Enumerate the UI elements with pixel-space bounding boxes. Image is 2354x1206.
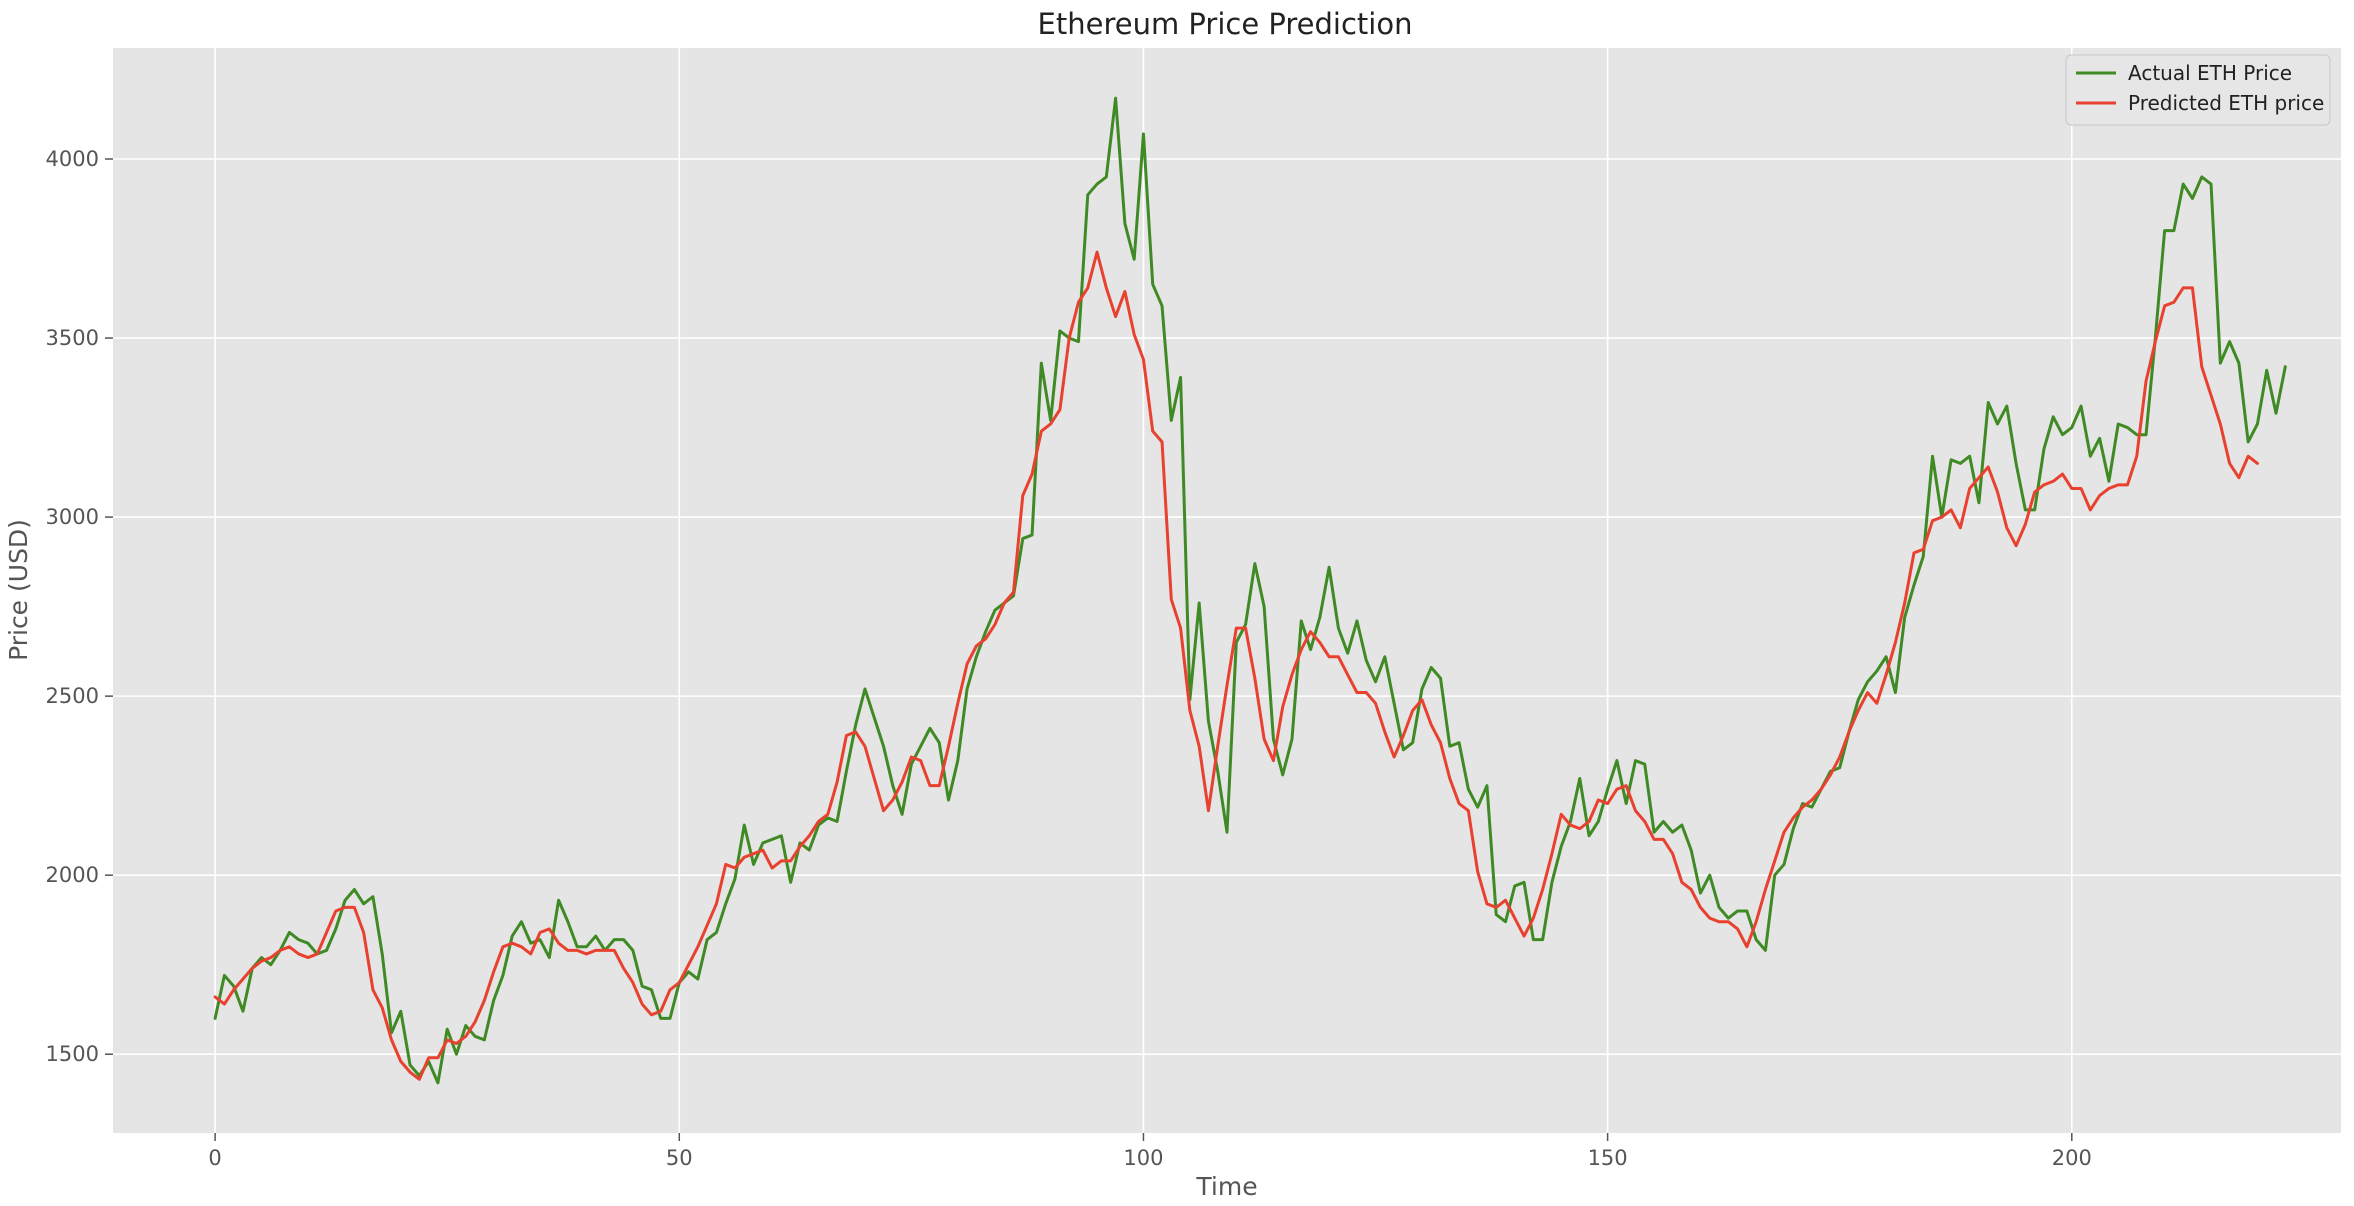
legend: Actual ETH Price Predicted ETH price	[2065, 54, 2331, 126]
y-tick-label: 3500	[46, 326, 99, 350]
x-tick-label: 100	[1123, 1146, 1163, 1170]
legend-label-actual: Actual ETH Price	[2128, 61, 2292, 85]
series-line-predicted	[213, 250, 2259, 1081]
y-tick-label: 4000	[46, 147, 99, 171]
x-tick-label: 200	[2052, 1146, 2092, 1170]
y-axis-label: Price (USD)	[4, 519, 33, 661]
y-tick-label: 2000	[46, 863, 99, 887]
x-axis-label: Time	[1195, 1172, 1257, 1201]
series-line-actual	[213, 96, 2287, 1085]
legend-box	[2065, 54, 2331, 126]
axis-ticks: 0 50 100 150 200 1500 2000 2500 3000 3500 4000	[46, 147, 2092, 1170]
grid-lines	[113, 48, 2341, 1133]
series-lines	[213, 96, 2287, 1085]
x-tick-label: 150	[1588, 1146, 1628, 1170]
y-tick-label: 1500	[46, 1042, 99, 1066]
y-tick-label: 2500	[46, 684, 99, 708]
plot-area	[113, 48, 2341, 1133]
x-tick-label: 0	[208, 1146, 221, 1170]
x-tick-label: 50	[666, 1146, 693, 1170]
legend-label-predicted: Predicted ETH price	[2128, 91, 2324, 115]
y-tick-label: 3000	[46, 505, 99, 529]
chart-title: Ethereum Price Prediction	[1038, 7, 1413, 41]
